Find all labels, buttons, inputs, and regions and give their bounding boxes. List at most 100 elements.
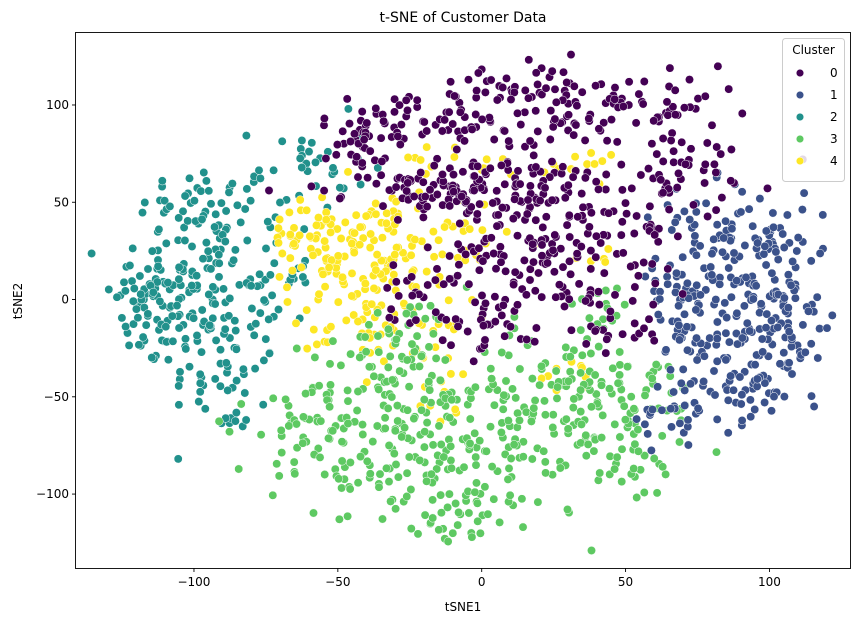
data-point <box>715 279 725 289</box>
data-point <box>298 272 308 282</box>
data-point <box>632 211 642 221</box>
data-point <box>290 469 300 479</box>
data-point <box>418 177 428 187</box>
data-point <box>608 363 618 373</box>
data-point <box>387 375 397 385</box>
data-point <box>727 224 737 234</box>
data-point <box>639 323 649 333</box>
data-point <box>589 446 599 456</box>
data-point <box>301 389 311 399</box>
data-point <box>576 242 586 252</box>
data-point <box>397 432 407 442</box>
data-point <box>197 214 207 224</box>
x-tick-label: −100 <box>177 575 210 589</box>
data-point <box>621 198 630 208</box>
data-point <box>610 464 620 474</box>
data-point <box>264 314 274 324</box>
data-point <box>486 364 496 374</box>
data-point <box>357 158 367 168</box>
data-point <box>685 75 694 85</box>
data-point <box>610 419 620 429</box>
data-point <box>492 221 502 231</box>
data-point <box>155 296 165 306</box>
data-point <box>306 181 316 191</box>
data-point <box>448 119 458 129</box>
data-point <box>431 353 441 363</box>
data-point <box>596 238 606 248</box>
data-point <box>387 392 397 402</box>
data-point <box>229 255 239 265</box>
data-point <box>167 311 177 321</box>
data-point <box>632 493 642 502</box>
data-point <box>224 187 234 197</box>
data-point <box>361 211 371 221</box>
data-point <box>508 214 518 224</box>
data-point <box>258 400 268 410</box>
data-point <box>292 344 302 353</box>
data-point <box>773 255 783 264</box>
data-point <box>661 469 671 479</box>
data-point <box>230 416 240 426</box>
data-point <box>813 353 823 363</box>
data-point <box>779 348 789 358</box>
data-point <box>465 414 475 424</box>
data-point <box>629 464 639 474</box>
data-point <box>210 299 220 309</box>
data-point <box>720 298 730 308</box>
data-point <box>582 159 592 169</box>
data-point <box>195 378 205 388</box>
data-point <box>586 246 596 256</box>
data-point <box>412 95 422 105</box>
data-point <box>486 422 495 432</box>
data-point <box>617 444 627 454</box>
data-point <box>371 103 381 113</box>
data-point <box>395 366 405 376</box>
data-point <box>489 135 499 144</box>
data-point <box>651 360 661 370</box>
data-point <box>498 404 508 414</box>
data-point <box>762 309 772 319</box>
data-point <box>521 290 531 300</box>
data-point <box>513 231 522 241</box>
data-point <box>467 532 477 542</box>
data-point <box>289 457 299 467</box>
data-point <box>461 249 471 259</box>
data-point <box>752 381 762 391</box>
data-point <box>404 382 414 392</box>
data-point <box>343 167 353 177</box>
data-point <box>746 412 756 422</box>
data-point <box>194 397 204 407</box>
data-point <box>206 264 216 274</box>
data-point <box>214 416 224 426</box>
data-point <box>459 462 469 472</box>
data-point <box>224 311 234 321</box>
data-point <box>520 85 530 95</box>
data-point <box>529 150 539 160</box>
data-point <box>295 195 305 205</box>
data-point <box>680 401 690 410</box>
data-point <box>662 272 672 282</box>
data-point <box>326 380 335 390</box>
data-point <box>499 390 509 400</box>
data-point <box>430 275 440 285</box>
data-point <box>644 314 654 324</box>
data-point <box>528 239 538 249</box>
data-point <box>455 107 465 117</box>
data-point <box>779 392 789 402</box>
data-point <box>647 259 657 269</box>
data-point <box>381 218 391 228</box>
data-point <box>431 307 441 317</box>
data-point <box>342 94 352 104</box>
data-point <box>455 219 465 228</box>
data-point <box>475 528 485 538</box>
data-point <box>119 277 129 287</box>
data-point <box>449 187 459 197</box>
data-point <box>663 264 673 274</box>
data-point <box>174 274 184 284</box>
data-point <box>492 95 502 105</box>
data-point <box>422 267 432 277</box>
data-point <box>467 124 477 134</box>
data-point <box>289 223 299 233</box>
data-point <box>583 439 593 449</box>
data-point <box>241 415 251 425</box>
